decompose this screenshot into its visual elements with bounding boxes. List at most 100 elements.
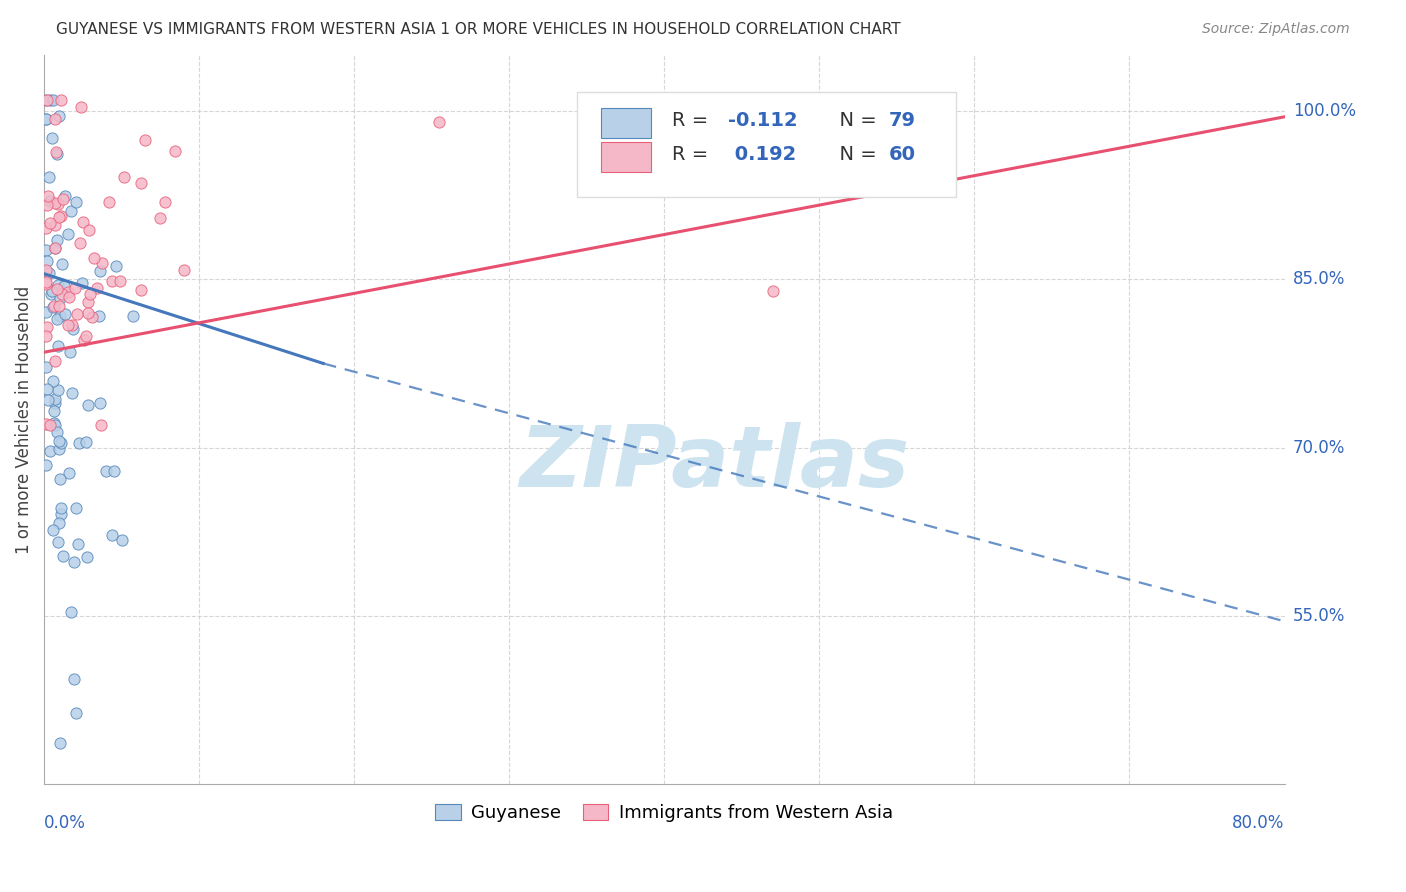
Point <box>41 131 63 145</box>
Point <box>34 359 56 374</box>
Point <box>105 259 128 273</box>
Point <box>51 507 73 521</box>
Point <box>51 209 73 223</box>
Point <box>38 417 60 432</box>
Point <box>46 535 69 549</box>
Point <box>163 145 186 159</box>
Point <box>34 112 56 127</box>
Point <box>63 281 86 295</box>
Point <box>77 222 100 236</box>
Point <box>70 277 93 291</box>
Point <box>37 382 59 396</box>
FancyBboxPatch shape <box>578 92 956 197</box>
Point <box>89 309 111 323</box>
Point <box>48 383 70 397</box>
Point <box>44 354 66 368</box>
Point <box>67 537 90 551</box>
Point <box>45 145 67 159</box>
Point <box>55 189 77 203</box>
Point <box>35 112 58 127</box>
Point <box>83 251 105 265</box>
Point <box>75 435 97 450</box>
Point <box>35 243 58 257</box>
Point <box>111 533 134 547</box>
Text: 79: 79 <box>889 112 915 130</box>
Point <box>35 458 58 473</box>
Point <box>58 466 80 480</box>
Point <box>39 216 62 230</box>
Point <box>41 374 63 388</box>
Point <box>37 93 59 107</box>
Text: 0.0%: 0.0% <box>44 814 86 832</box>
Point <box>72 215 94 229</box>
Point <box>35 320 58 334</box>
Point <box>42 300 65 314</box>
Text: 60: 60 <box>889 145 915 164</box>
Point <box>56 318 79 332</box>
Point <box>41 284 63 298</box>
Text: -0.112: -0.112 <box>727 112 797 130</box>
Text: GUYANESE VS IMMIGRANTS FROM WESTERN ASIA 1 OR MORE VEHICLES IN HOUSEHOLD CORRELA: GUYANESE VS IMMIGRANTS FROM WESTERN ASIA… <box>56 22 901 37</box>
Point <box>76 549 98 564</box>
Text: 85.0%: 85.0% <box>1294 270 1346 288</box>
Point <box>62 555 84 569</box>
Point <box>45 282 67 296</box>
Point <box>52 279 75 293</box>
Point <box>38 169 60 184</box>
Point <box>53 307 76 321</box>
Point <box>49 736 72 750</box>
Point <box>34 275 56 289</box>
Text: 55.0%: 55.0% <box>1294 607 1346 624</box>
Point <box>429 115 451 129</box>
Point <box>34 277 56 292</box>
Point <box>134 133 156 147</box>
Point <box>173 263 195 277</box>
Point <box>48 434 70 448</box>
FancyBboxPatch shape <box>600 108 651 138</box>
Point <box>44 418 66 433</box>
Point <box>39 93 62 107</box>
Point <box>89 264 111 278</box>
Point <box>131 176 153 190</box>
Point <box>67 436 90 450</box>
Point <box>42 299 65 313</box>
Text: 0.192: 0.192 <box>727 145 796 164</box>
Text: R =: R = <box>672 145 714 164</box>
Text: R =: R = <box>672 112 714 130</box>
Point <box>48 109 70 123</box>
Point <box>37 253 59 268</box>
Text: 70.0%: 70.0% <box>1294 439 1346 457</box>
Point <box>108 274 131 288</box>
Point <box>44 241 66 255</box>
Point <box>44 416 66 430</box>
Point <box>65 706 87 721</box>
Point <box>86 281 108 295</box>
Point <box>34 262 56 277</box>
Point <box>129 283 152 297</box>
Point <box>44 112 66 127</box>
Legend: Guyanese, Immigrants from Western Asia: Guyanese, Immigrants from Western Asia <box>436 804 893 822</box>
Point <box>41 287 63 301</box>
Point <box>148 211 170 225</box>
Point <box>58 290 80 304</box>
Point <box>45 425 67 439</box>
Point <box>103 464 125 478</box>
Point <box>51 435 73 450</box>
Point <box>35 93 58 107</box>
Point <box>44 392 66 406</box>
Point <box>56 285 79 300</box>
Point <box>65 194 87 209</box>
Point <box>52 549 75 563</box>
Point <box>48 210 70 224</box>
Point <box>89 396 111 410</box>
Point <box>48 472 70 486</box>
Point <box>79 286 101 301</box>
Text: 100.0%: 100.0% <box>1294 103 1355 120</box>
Point <box>98 195 121 210</box>
Point <box>69 100 91 114</box>
Point <box>38 444 60 458</box>
Point <box>46 147 69 161</box>
Point <box>90 418 112 433</box>
Point <box>63 672 86 686</box>
Point <box>42 404 65 418</box>
